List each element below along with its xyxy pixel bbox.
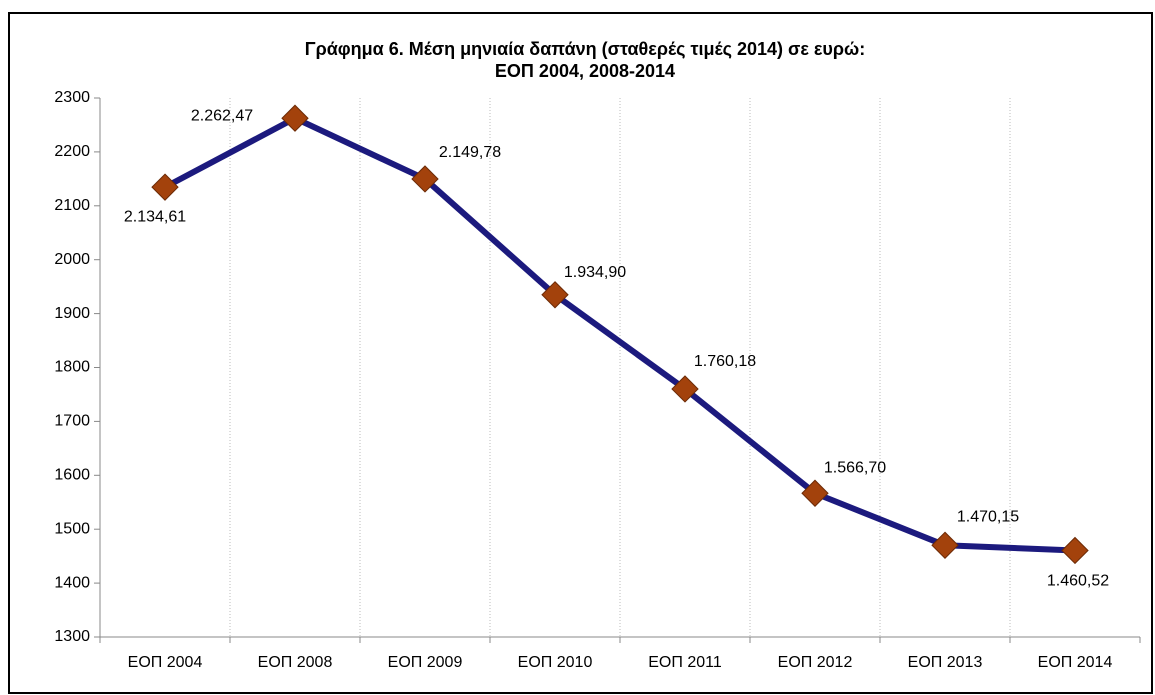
y-tick-label: 1800 [54,359,90,376]
series-line [163,115,1076,554]
x-tick-label: ΕΟΠ 2009 [388,654,463,671]
marker [151,173,179,201]
chart-title: ΕΟΠ 2004, 2008-2014 [495,61,675,81]
marker [281,104,309,132]
x-tick-label: ΕΟΠ 2004 [128,654,203,671]
x-tick-label: ΕΟΠ 2008 [258,654,333,671]
x-tick-label: ΕΟΠ 2014 [1038,654,1113,671]
data-label: 1.934,90 [564,264,626,281]
x-tick-label: ΕΟΠ 2012 [778,654,853,671]
data-label: 1.460,52 [1047,573,1109,590]
y-tick-label: 1600 [54,467,90,484]
data-label: 1.566,70 [824,459,886,476]
marker [411,165,439,193]
y-tick-label: 1700 [54,413,90,430]
marker [801,479,829,507]
data-label: 1.470,15 [957,509,1019,526]
y-tick-label: 2000 [54,251,90,268]
marker [1061,536,1089,565]
data-label: 1.760,18 [694,353,756,370]
y-tick-label: 2300 [54,89,90,106]
x-tick-label: ΕΟΠ 2010 [518,654,593,671]
marker [931,531,959,559]
data-label: 2.149,78 [439,144,501,161]
marker [541,281,569,309]
y-tick-label: 1500 [54,520,90,537]
y-tick-label: 1900 [54,305,90,322]
chart-title: Γράφημα 6. Μέση μηνιαία δαπάνη (σταθερές… [305,39,865,59]
data-label: 2.262,47 [191,107,253,124]
x-tick-label: ΕΟΠ 2011 [648,654,722,671]
y-tick-label: 2100 [54,197,90,214]
y-tick-label: 1300 [54,628,90,645]
chart-frame [8,12,1153,694]
y-tick-label: 1400 [54,574,90,591]
marker [671,375,699,403]
x-tick-label: ΕΟΠ 2013 [908,654,983,671]
data-label: 2.134,61 [124,208,186,225]
y-tick-label: 2200 [54,143,90,160]
